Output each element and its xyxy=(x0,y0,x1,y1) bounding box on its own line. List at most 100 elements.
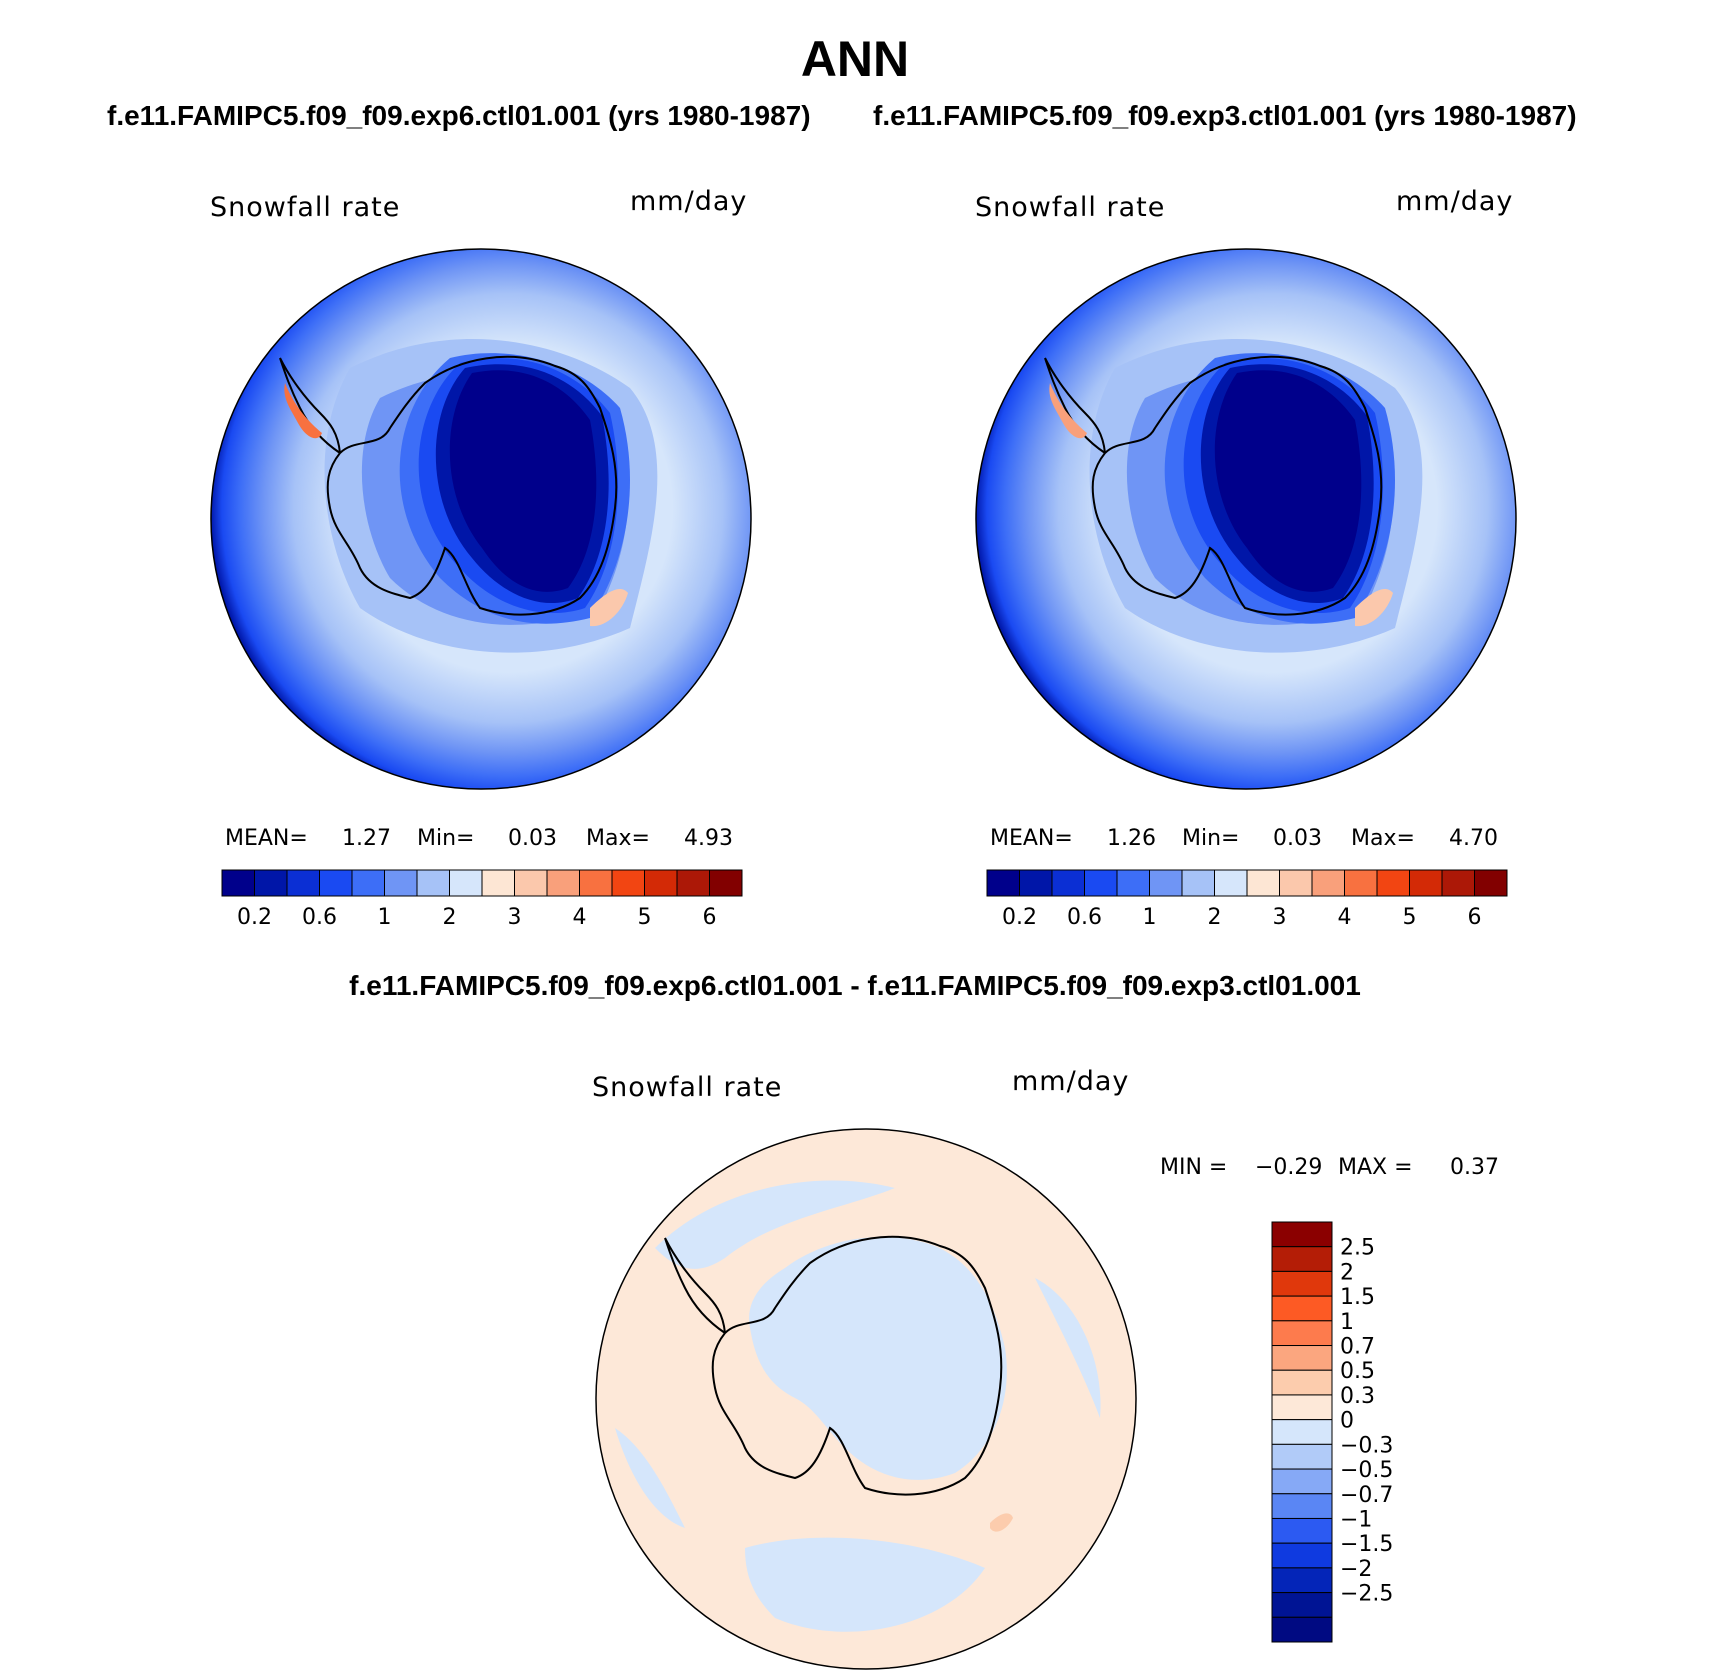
panel2-units-label: mm/day xyxy=(1396,186,1514,217)
panel1-hotspot-east xyxy=(590,588,628,627)
panel2-colorbar-swatch-12 xyxy=(1376,869,1410,897)
difference-colorbar-swatch-9 xyxy=(1271,1443,1333,1470)
difference-max-value: 0.37 xyxy=(1450,1155,1499,1180)
difference-colorbar-swatch-2 xyxy=(1271,1270,1333,1297)
panel2-colorbar-swatch-4 xyxy=(1116,869,1150,897)
difference-coastline-peninsula xyxy=(664,1237,726,1334)
panel1-colorbar-tick-label: 0.2 xyxy=(237,905,272,930)
difference-colorbar-tick-label: 2.5 xyxy=(1340,1236,1375,1261)
panel2-colorbar-tick-label: 0.2 xyxy=(1002,905,1037,930)
difference-max-label: MAX = xyxy=(1338,1155,1413,1180)
panel2-case-title: f.e11.FAMIPC5.f09_f09.exp3.ctl01.001 (yr… xyxy=(873,100,1577,131)
panel1-colorbar-swatch-14 xyxy=(676,869,710,897)
difference-colorbar-swatch-6 xyxy=(1271,1369,1333,1396)
difference-colorbar-swatch-16 xyxy=(1271,1616,1333,1643)
difference-colorbar-tick-label: −1.5 xyxy=(1340,1532,1393,1557)
panel1-units-label: mm/day xyxy=(630,186,748,217)
panel2-colorbar-swatch-1 xyxy=(1019,869,1053,897)
difference-colorbar-swatch-11 xyxy=(1271,1493,1333,1519)
difference-colorbar-tick-label: −0.5 xyxy=(1340,1458,1393,1483)
difference-polar-map xyxy=(595,1128,1137,1670)
difference-colorbar-swatch-1 xyxy=(1271,1246,1333,1272)
page-title: ANN xyxy=(800,31,910,87)
panel2-colorbar-swatch-0 xyxy=(986,869,1020,897)
difference-negative-region-interior xyxy=(749,1237,1007,1480)
panel2-zone-00008b xyxy=(1214,370,1362,592)
panel1-colorbar-swatch-5 xyxy=(384,869,418,897)
panel1-colorbar-swatch-15 xyxy=(709,869,743,897)
panel1-polar-map xyxy=(210,248,752,790)
difference-negative-region-north xyxy=(655,1180,895,1269)
panel1-colorbar-tick-label: 0.6 xyxy=(302,905,337,930)
difference-coastline-antarctica xyxy=(711,1235,1003,1496)
difference-colorbar-swatch-8 xyxy=(1271,1419,1333,1445)
panel1-max-label: Max= xyxy=(586,826,650,851)
panel1-max-value: 4.93 xyxy=(684,826,733,851)
difference-colorbar-tick-label: 0 xyxy=(1340,1409,1354,1434)
difference-units-label: mm/day xyxy=(1012,1066,1130,1097)
difference-colorbar-tick-label: 1 xyxy=(1340,1310,1354,1335)
panel1-colorbar-swatch-13 xyxy=(644,869,678,897)
difference-colorbar-swatch-7 xyxy=(1271,1394,1333,1421)
panel1-colorbar-tick-label: 5 xyxy=(638,905,652,930)
panel2-coastline-antarctica xyxy=(1091,355,1383,616)
difference-colorbar: 2.521.510.70.50.30−0.3−0.5−0.7−1−1.5−2−2… xyxy=(1271,1221,1393,1643)
panel2-colorbar-swatch-15 xyxy=(1474,869,1508,897)
panel1-colorbar-tick-label: 3 xyxy=(508,905,522,930)
difference-min-label: MIN = xyxy=(1160,1155,1228,1180)
difference-colorbar-tick-label: 0.3 xyxy=(1340,1384,1375,1409)
difference-colorbar-tick-label: −0.7 xyxy=(1340,1483,1393,1508)
difference-colorbar-swatch-13 xyxy=(1271,1542,1333,1569)
panel2-colorbar-swatch-5 xyxy=(1149,869,1183,897)
panel1-min-label: Min= xyxy=(417,826,475,851)
difference-colorbar-tick-label: 2 xyxy=(1340,1260,1354,1285)
panel2-variable-label: Snowfall rate xyxy=(975,192,1166,223)
panel1-colorbar-swatch-9 xyxy=(514,869,548,897)
panel1-colorbar-swatch-0 xyxy=(221,869,255,897)
panel1-zone-00008b xyxy=(449,370,597,592)
panel1-colorbar-swatch-3 xyxy=(319,869,353,897)
panel2-colorbar-swatch-6 xyxy=(1181,869,1215,897)
difference-colorbar-tick-label: −2.5 xyxy=(1340,1582,1393,1607)
panel1-mean-value: 1.27 xyxy=(342,826,391,851)
panel2-colorbar-swatch-14 xyxy=(1441,869,1475,897)
difference-title: f.e11.FAMIPC5.f09_f09.exp6.ctl01.001 - f… xyxy=(349,970,1361,1001)
panel2-colorbar-tick-label: 0.6 xyxy=(1067,905,1102,930)
difference-negative-region-west xyxy=(615,1428,685,1528)
panel2-colorbar-tick-label: 4 xyxy=(1338,905,1352,930)
panel2-hotspot-east xyxy=(1355,588,1393,627)
panel1-colorbar-tick-label: 4 xyxy=(573,905,587,930)
difference-colorbar-tick-label: −1 xyxy=(1340,1507,1372,1532)
difference-colorbar-swatch-5 xyxy=(1271,1345,1333,1371)
difference-colorbar-swatch-10 xyxy=(1271,1468,1333,1495)
panel1-colorbar-swatch-4 xyxy=(351,869,385,897)
panel1-mean-label: MEAN= xyxy=(225,826,308,851)
panel2-colorbar: 0.2 0.6 1 2 3 4 5 6 xyxy=(986,869,1508,930)
panel1-min-value: 0.03 xyxy=(508,826,557,851)
panel2-mean-value: 1.26 xyxy=(1107,826,1156,851)
panel1-colorbar-swatch-2 xyxy=(286,869,320,897)
panel1-case-title: f.e11.FAMIPC5.f09_f09.exp6.ctl01.001 (yr… xyxy=(107,100,811,131)
panel1-colorbar-swatch-12 xyxy=(611,869,645,897)
panel2-colorbar-swatch-11 xyxy=(1344,869,1378,897)
difference-negative-region-east xyxy=(1035,1278,1101,1418)
panel1-colorbar-tick-label: 6 xyxy=(703,905,717,930)
difference-colorbar-swatch-14 xyxy=(1271,1567,1333,1594)
difference-colorbar-swatch-4 xyxy=(1271,1320,1333,1347)
difference-variable-label: Snowfall rate xyxy=(592,1072,783,1103)
panel2-colorbar-swatch-8 xyxy=(1246,869,1280,897)
panel2-min-label: Min= xyxy=(1182,826,1240,851)
difference-colorbar-swatch-0 xyxy=(1271,1221,1333,1248)
difference-colorbar-tick-label: −0.3 xyxy=(1340,1433,1393,1458)
difference-negative-region-south xyxy=(745,1537,985,1632)
panel1-colorbar-swatch-11 xyxy=(579,869,613,897)
difference-colorbar-swatch-12 xyxy=(1271,1517,1333,1544)
panel2-mean-label: MEAN= xyxy=(990,826,1073,851)
difference-colorbar-swatch-3 xyxy=(1271,1295,1333,1322)
panel2-colorbar-tick-label: 1 xyxy=(1143,905,1157,930)
panel2-colorbar-tick-label: 2 xyxy=(1208,905,1222,930)
panel1-colorbar-tick-label: 2 xyxy=(443,905,457,930)
difference-colorbar-tick-label: −2 xyxy=(1340,1557,1372,1582)
difference-positive-spot xyxy=(990,1513,1013,1532)
difference-colorbar-tick-label: 0.7 xyxy=(1340,1335,1375,1360)
